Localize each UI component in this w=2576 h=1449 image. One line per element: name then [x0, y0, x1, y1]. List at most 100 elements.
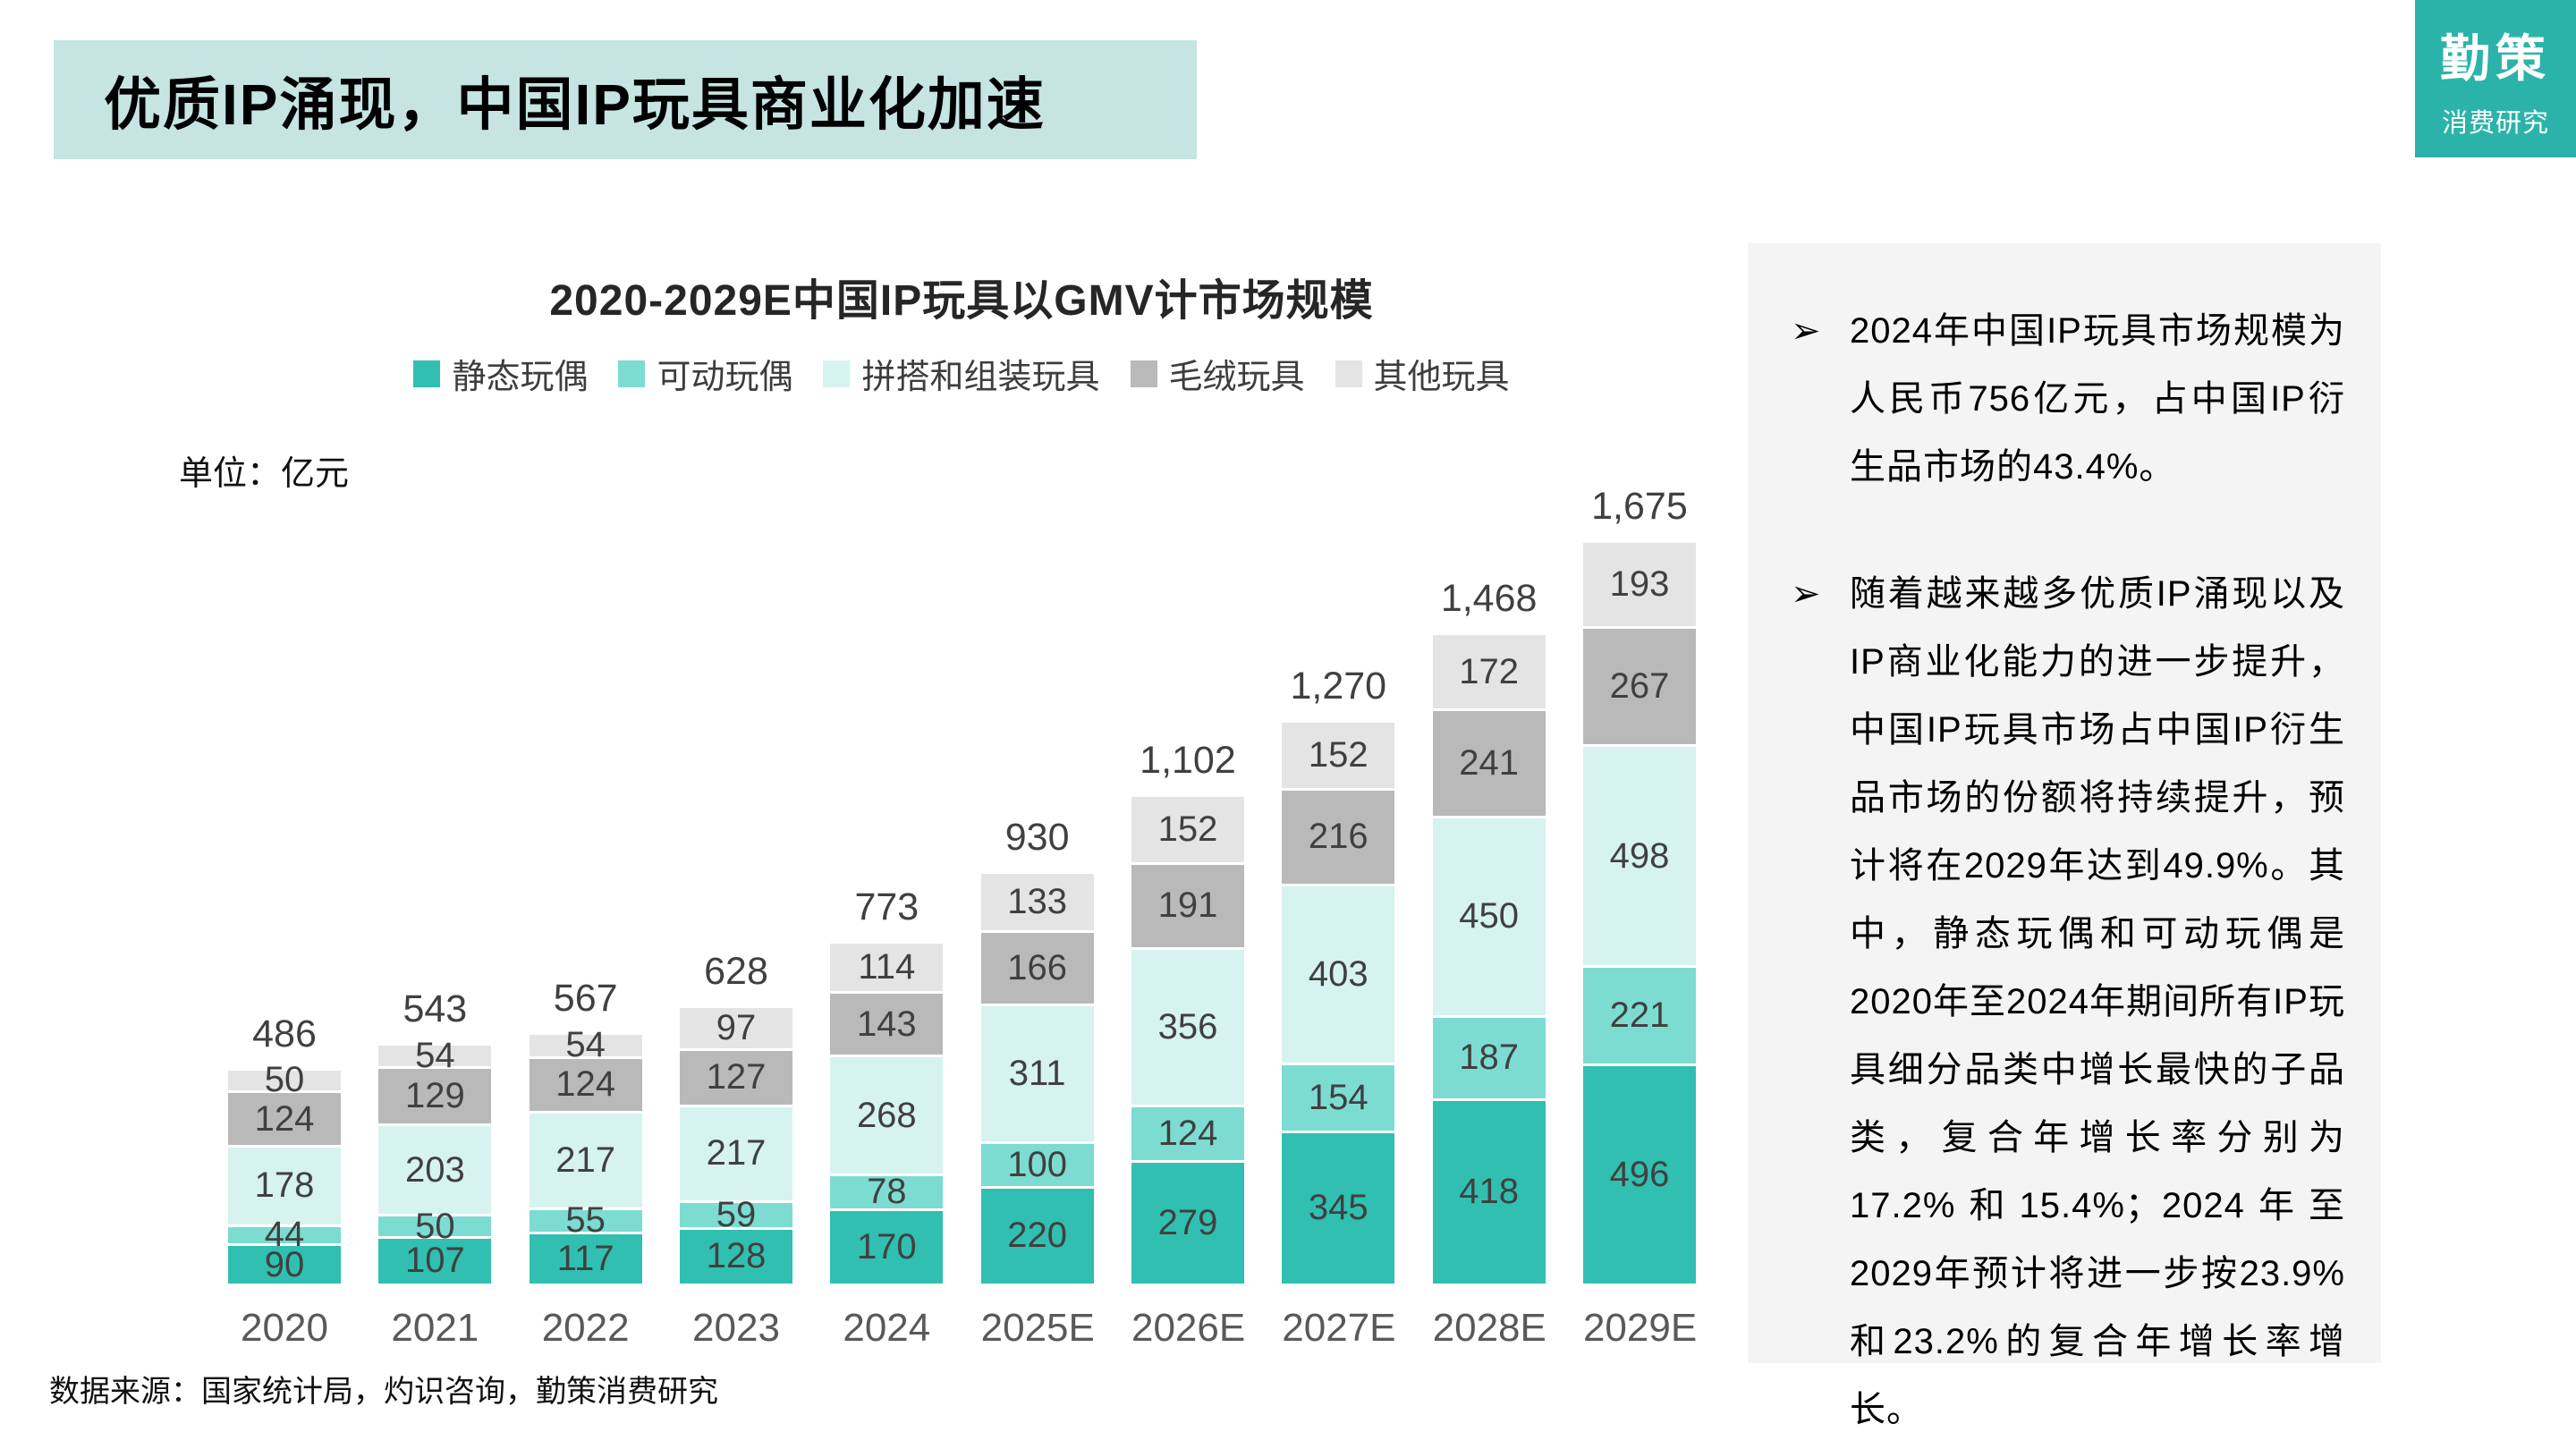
bar-segment: 450: [1432, 818, 1546, 1018]
logo-subtitle: 消费研究: [2441, 108, 2549, 138]
bar-column: 628 97 127 217 59 128 2023: [679, 950, 792, 1350]
bar-total-label: 543: [402, 987, 468, 1030]
bar-segment: 107: [378, 1238, 492, 1286]
bar-segment: 268: [830, 1057, 944, 1176]
bar-segment: 166: [980, 932, 1094, 1007]
x-axis-label: 2029E: [1582, 1306, 1698, 1350]
bar-total-label: 567: [553, 976, 618, 1020]
bar-column: 1,102 152 191 356 124 279 2026E: [1131, 739, 1245, 1350]
bar-segment: 267: [1582, 628, 1696, 748]
x-axis-label: 2020: [241, 1306, 328, 1350]
bar-segment: 191: [1131, 864, 1244, 950]
bar-segment: 203: [378, 1126, 492, 1217]
bar-segment: 193: [1582, 543, 1696, 629]
legend-item: 毛绒玩具: [1130, 349, 1305, 398]
legend-swatch: [1335, 360, 1362, 387]
logo-name: 勤策: [2440, 30, 2551, 87]
legend-label: 静态玩偶: [452, 359, 589, 396]
bar-segment: 44: [228, 1215, 341, 1254]
bar-segment: 403: [1282, 886, 1395, 1065]
bar-segment: 50: [228, 1060, 341, 1099]
legend-swatch: [823, 360, 851, 387]
bar-segment: 172: [1432, 634, 1546, 712]
bar-segment: 187: [1432, 1017, 1546, 1101]
legend-swatch: [618, 360, 646, 387]
bullet-item: ➢ 随着越来越多优质IP涌现以及IP商业化能力的进一步提升，中国IP玩具市场占中…: [1791, 560, 2345, 1444]
bar-total-label: 1,102: [1140, 739, 1236, 783]
bullet-item: ➢ 2024年中国IP玩具市场规模为人民币756亿元，占中国IP衍生品市场的43…: [1791, 297, 2345, 501]
legend-label: 拼搭和组装玩具: [861, 359, 1100, 396]
bar-segment: 100: [980, 1144, 1094, 1189]
x-axis-label: 2026E: [1131, 1306, 1246, 1350]
bar-segment: 152: [1131, 797, 1244, 865]
bar-segment: 496: [1582, 1065, 1696, 1286]
bar-segment: 133: [980, 873, 1094, 933]
bar-segment: 143: [830, 994, 944, 1058]
bar-segment: 221: [1582, 968, 1696, 1066]
x-axis-label: 2027E: [1282, 1306, 1396, 1350]
bar-segment: 117: [529, 1233, 642, 1286]
bar-segment: 217: [529, 1114, 642, 1210]
bar-segment: 154: [1282, 1064, 1395, 1133]
legend-label: 可动玩偶: [657, 359, 793, 396]
bullet-marker-icon: ➢: [1791, 311, 1821, 351]
x-axis-label: 2028E: [1432, 1306, 1546, 1350]
brand-logo: 勤策 消费研究: [2415, 0, 2576, 157]
bar-column: 543 54 129 203 50 107 2021: [378, 987, 492, 1350]
legend-label: 其他玩具: [1373, 359, 1510, 396]
header-banner: 优质IP涌现，中国IP玩具商业化加速: [54, 40, 1197, 159]
bar-segment: 97: [679, 1007, 792, 1051]
bar-segment: 55: [529, 1200, 642, 1240]
insights-panel: ➢ 2024年中国IP玩具市场规模为人民币756亿元，占中国IP衍生品市场的43…: [1748, 243, 2381, 1429]
bar-segment: 124: [1131, 1107, 1244, 1163]
bar-segment: 59: [679, 1195, 792, 1234]
bar-segment: 114: [830, 943, 944, 995]
bullet-text: 2024年中国IP玩具市场规模为人民币756亿元，占中国IP衍生品市场的43.4…: [1850, 311, 2345, 487]
bar-total-label: 1,468: [1440, 576, 1538, 620]
bar-total-label: 930: [1004, 815, 1070, 859]
legend-item: 拼搭和组装玩具: [823, 349, 1100, 398]
bar-segment: 152: [1282, 723, 1395, 791]
x-axis-label: 2021: [391, 1306, 479, 1350]
bar-column: 567 54 124 217 55 117 2022: [529, 976, 642, 1350]
bar-segment: 78: [830, 1172, 944, 1211]
legend-swatch: [1130, 360, 1157, 387]
legend-item: 静态玩偶: [413, 349, 588, 398]
bar-column: 486 50 124 178 44 90 2020: [228, 1012, 341, 1350]
bar-segment: 124: [228, 1092, 341, 1148]
data-source-note: 数据来源：国家统计局，灼识咨询，勤策消费研究: [49, 1375, 718, 1409]
chart-title: 2020-2029E中国IP玩具以GMV计市场规模: [549, 277, 1374, 325]
bar-segment: 129: [378, 1069, 492, 1127]
bar-total-label: 486: [252, 1012, 317, 1055]
bar-segment: 216: [1282, 790, 1395, 886]
bar-segment: 90: [228, 1245, 341, 1286]
bar-segment: 50: [378, 1207, 492, 1246]
bar-segment: 124: [529, 1058, 642, 1114]
legend-swatch: [413, 360, 441, 387]
unit-label: 单位：亿元: [179, 455, 350, 493]
legend-item: 其他玩具: [1335, 349, 1510, 398]
bar-column: 930 133 166 311 100 220 2025E: [980, 815, 1095, 1350]
bar-segment: 241: [1432, 711, 1546, 818]
bar-column: 773 114 143 268 78 170 2024: [830, 885, 944, 1350]
x-axis-label: 2024: [843, 1306, 931, 1350]
plot-area: 486 50 124 178 44 90 2020 543 54 129 203 50 107 2021 5…: [228, 481, 1697, 1350]
legend-label: 毛绒玩具: [1168, 359, 1305, 396]
bar-total-label: 1,675: [1591, 485, 1688, 529]
bar-segment: 128: [679, 1229, 792, 1286]
bar-segment: 279: [1131, 1162, 1244, 1286]
legend-item: 可动玩偶: [618, 349, 792, 398]
bar-segment: 54: [378, 1036, 492, 1075]
bar-total-label: 773: [854, 885, 919, 928]
bar-segment: 220: [980, 1188, 1094, 1286]
bullet-text: 随着越来越多优质IP涌现以及IP商业化能力的进一步提升，中国IP玩具市场占中国I…: [1850, 574, 2345, 1429]
chart-legend: 静态玩偶 可动玩偶 拼搭和组装玩具 毛绒玩具 其他玩具: [179, 349, 1744, 398]
bar-column: 1,675 193 267 498 221 496 2029E: [1582, 485, 1697, 1350]
bar-segment: 418: [1432, 1100, 1546, 1286]
x-axis-label: 2023: [692, 1306, 780, 1350]
bar-segment: 54: [529, 1025, 642, 1064]
bar-segment: 345: [1282, 1132, 1395, 1286]
bar-segment: 170: [830, 1210, 944, 1286]
bar-column: 1,270 152 216 403 154 345 2027E: [1282, 665, 1396, 1350]
